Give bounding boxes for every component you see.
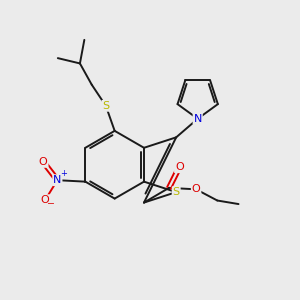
Text: O: O — [39, 157, 48, 167]
Text: N: N — [53, 175, 61, 185]
Text: O: O — [40, 195, 50, 205]
Text: O: O — [175, 162, 184, 172]
Text: O: O — [192, 184, 200, 194]
Text: N: N — [194, 114, 202, 124]
Text: S: S — [172, 187, 180, 197]
Text: S: S — [102, 101, 110, 111]
Text: −: − — [47, 198, 56, 207]
Text: +: + — [60, 169, 67, 178]
